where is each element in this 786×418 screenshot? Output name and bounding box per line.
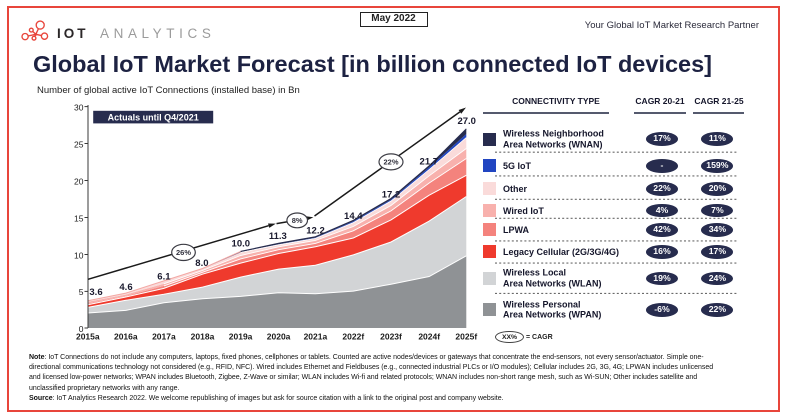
svg-text:12.2: 12.2	[306, 226, 325, 237]
svg-text:17.2: 17.2	[382, 189, 401, 200]
svg-text:2018a: 2018a	[191, 332, 215, 342]
svg-text:2020a: 2020a	[267, 332, 291, 342]
svg-text:22%: 22%	[383, 158, 398, 167]
svg-text:21.7: 21.7	[420, 157, 439, 168]
svg-text:0: 0	[79, 324, 84, 334]
svg-text:2021a: 2021a	[304, 332, 328, 342]
svg-text:4.6: 4.6	[119, 282, 132, 293]
svg-text:6.1: 6.1	[157, 272, 171, 283]
svg-text:2016a: 2016a	[114, 332, 138, 342]
svg-text:10: 10	[74, 250, 84, 260]
svg-text:Actuals until Q4/2021: Actuals until Q4/2021	[108, 112, 199, 122]
svg-text:2022f: 2022f	[342, 332, 364, 342]
svg-text:5: 5	[79, 287, 84, 297]
svg-text:15: 15	[74, 213, 84, 223]
svg-text:10.0: 10.0	[232, 239, 251, 250]
svg-text:27.0: 27.0	[457, 116, 476, 127]
svg-text:8.0: 8.0	[195, 258, 208, 269]
svg-text:2019a: 2019a	[229, 332, 253, 342]
svg-text:2017a: 2017a	[152, 332, 176, 342]
svg-text:2024f: 2024f	[418, 332, 440, 342]
svg-text:2025f: 2025f	[455, 332, 477, 342]
svg-text:ANALYTICS: ANALYTICS	[100, 26, 215, 41]
svg-text:11.3: 11.3	[269, 231, 287, 242]
svg-text:8%: 8%	[292, 216, 303, 225]
svg-text:14.4: 14.4	[344, 211, 363, 222]
svg-text:2023f: 2023f	[380, 332, 402, 342]
svg-text:20: 20	[74, 176, 84, 186]
svg-text:3.6: 3.6	[89, 287, 102, 298]
svg-text:IOT: IOT	[57, 26, 89, 41]
svg-text:25: 25	[74, 139, 84, 149]
svg-text:30: 30	[74, 102, 84, 112]
svg-text:2015a: 2015a	[76, 332, 100, 342]
svg-text:26%: 26%	[176, 248, 191, 257]
